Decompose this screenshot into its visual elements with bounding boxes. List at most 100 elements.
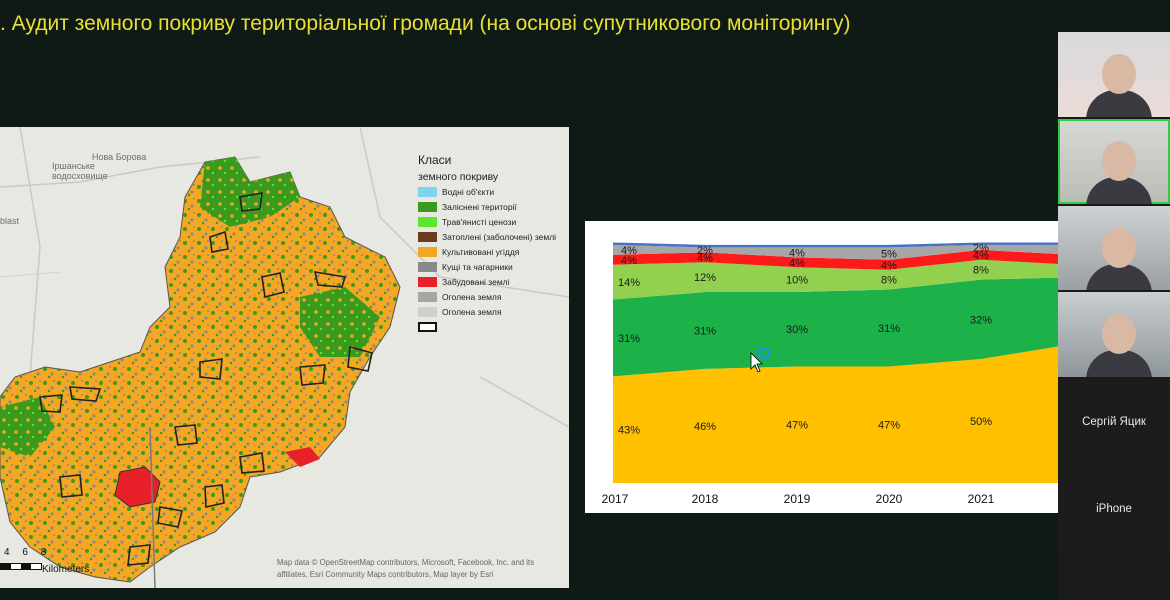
data-label: 32% [970, 314, 992, 326]
legend-item: Культивовані угіддя [418, 247, 558, 259]
x-tick-label: 2021 [968, 492, 995, 506]
scale-tick: 8 [40, 547, 52, 558]
participant-video-avatar [1102, 228, 1136, 268]
participant-tile[interactable] [1058, 206, 1170, 290]
participant-sidebar: Сергій Яцик iPhone [1058, 32, 1170, 600]
data-label: 43% [618, 425, 640, 437]
data-label: 4% [881, 260, 897, 272]
data-label: 14% [618, 277, 640, 289]
legend-item: Забудовані землі [418, 277, 558, 289]
x-tick-label: 2019 [784, 492, 811, 506]
data-label: 31% [618, 333, 640, 345]
legend-item: Оголена земля [418, 292, 558, 304]
legend-swatch [418, 202, 437, 212]
legend-item: Затоплені (заболочені) землі [418, 232, 558, 244]
data-label: 31% [878, 323, 900, 335]
data-label: 47% [878, 420, 900, 432]
legend-swatch [418, 217, 437, 227]
legend-swatch [418, 307, 437, 317]
mouse-cursor-icon [750, 352, 763, 373]
legend-title: Класи [418, 153, 452, 167]
participant-video-avatar [1102, 54, 1136, 94]
data-label: 4% [621, 245, 637, 257]
participant-video-body [1086, 350, 1152, 377]
legend-swatch [418, 292, 437, 302]
scale-bar-unit: Kilometers [42, 564, 90, 575]
legend-swatch [418, 262, 437, 272]
land-cover-map: Нова Борова Іршанське водосховище blast … [0, 127, 569, 588]
x-tick-label: 2020 [876, 492, 903, 506]
data-label: 47% [786, 420, 808, 432]
slide-title: . Аудит земного покриву територіальної г… [0, 12, 851, 35]
participant-video-avatar [1102, 314, 1136, 354]
legend-swatch [418, 232, 437, 242]
legend-subtitle: земного покриву [418, 171, 499, 183]
participant-tile[interactable]: iPhone [1058, 466, 1170, 552]
legend-label: Культивовані угіддя [442, 247, 520, 257]
click-indicator-icon [758, 347, 770, 359]
chart-area-series-4 [613, 244, 1058, 260]
legend-item [418, 322, 558, 334]
legend-item: Оголена земля [418, 307, 558, 319]
data-label: 31% [694, 325, 716, 337]
map-canvas [0, 127, 569, 588]
chart-area-series-3 [613, 249, 1058, 270]
data-label: 4% [621, 255, 637, 267]
land-cover-chart: 43%46%47%47%50%5631%31%30%31%32%2714%12%… [585, 221, 1058, 513]
place-label-reservoir: водосховище [52, 171, 108, 181]
participant-tile[interactable] [1058, 292, 1170, 377]
legend-item: Трав'янисті ценози [418, 217, 558, 229]
participant-tile[interactable] [1058, 32, 1170, 117]
data-label: 4% [789, 257, 805, 269]
legend-swatch [418, 187, 437, 197]
place-label-oblast: blast [0, 216, 20, 226]
chart-area-series-2 [613, 259, 1058, 300]
legend-label: Оголена земля [442, 292, 502, 302]
map-legend: Класи земного покриву Водні об'єкти Заліс… [418, 153, 558, 337]
participant-video-body [1086, 177, 1152, 204]
legend-label: Трав'янисті ценози [442, 217, 517, 227]
place-label-nova-borova: Нова Борова [92, 152, 147, 162]
legend-label: Забудовані землі [442, 277, 510, 287]
data-label: 2% [697, 245, 713, 257]
legend-label: Кущі та чагарники [442, 262, 513, 272]
legend-item: Водні об'єкти [418, 187, 558, 199]
legend-item: Кущі та чагарники [418, 262, 558, 274]
participant-video-body [1086, 90, 1152, 117]
legend-label: Оголена земля [442, 307, 502, 317]
data-label: 10% [786, 275, 808, 287]
chart-area-series-1 [613, 277, 1058, 377]
data-label: 2% [973, 242, 989, 254]
data-label: 4% [789, 247, 805, 259]
data-label: 5% [881, 249, 897, 261]
data-label: 46% [694, 421, 716, 433]
x-tick-label: 2018 [692, 492, 719, 506]
data-label: 12% [694, 272, 716, 284]
participant-name: Сергій Яцик [1082, 415, 1146, 428]
scale-bar-graphic [0, 563, 42, 570]
data-label: 30% [786, 324, 808, 336]
stacked-area-chart: 43%46%47%47%50%5631%31%30%31%32%2714%12%… [602, 242, 1058, 506]
legend-swatch [418, 277, 437, 287]
data-label: 4% [697, 252, 713, 264]
scale-tick: 6 [22, 547, 33, 558]
participant-name: iPhone [1096, 503, 1132, 515]
data-label: 4% [973, 250, 989, 262]
chart-area-series-0 [613, 346, 1058, 483]
map-attribution: Map data © OpenStreetMap contributors, M… [277, 558, 535, 579]
data-label: 8% [973, 265, 989, 277]
legend-label: Водні об'єкти [442, 187, 495, 197]
legend-item: Заліснені території [418, 202, 558, 214]
data-label: 50% [970, 416, 992, 428]
participant-tile[interactable] [1058, 119, 1170, 204]
participant-video-avatar [1102, 141, 1136, 181]
x-tick-label: 2017 [602, 492, 629, 506]
scale-bar-ticks: 4 6 8 [4, 547, 51, 558]
legend-swatch [418, 247, 437, 257]
place-label-irshanske: Іршанське [52, 161, 95, 171]
legend-label: Заліснені території [442, 202, 517, 212]
legend-label: Затоплені (заболочені) землі [442, 232, 557, 242]
data-label: 8% [881, 275, 897, 287]
scale-tick: 4 [4, 547, 15, 558]
participant-tile[interactable]: Сергій Яцик [1058, 379, 1170, 464]
